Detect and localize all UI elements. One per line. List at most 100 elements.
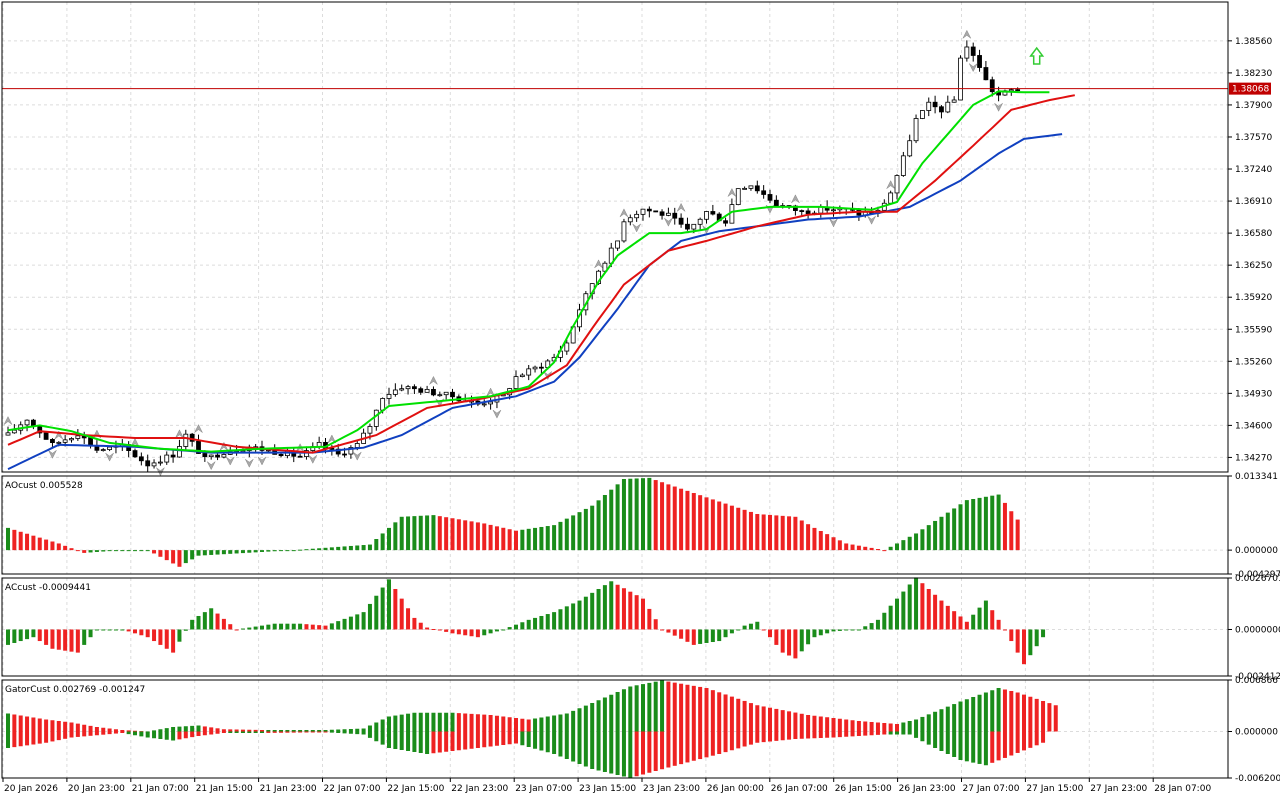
gator-lower-bar bbox=[152, 731, 157, 739]
candle-body-bear bbox=[672, 212, 678, 219]
candle bbox=[888, 190, 894, 204]
gator-upper-bar bbox=[526, 719, 531, 732]
histogram-bar bbox=[107, 629, 112, 631]
histogram-bar bbox=[882, 612, 887, 630]
candle bbox=[621, 218, 627, 243]
gator-upper-bar bbox=[431, 712, 436, 732]
candle-body-bear bbox=[977, 55, 982, 68]
histogram-bar bbox=[837, 540, 842, 551]
candle-body-bear bbox=[761, 190, 767, 195]
gator-upper-bar bbox=[869, 721, 874, 732]
histogram-bar bbox=[56, 543, 61, 551]
main-panel[interactable] bbox=[2, 29, 1228, 477]
gator-upper-bar bbox=[1041, 700, 1046, 732]
candle-body-bear bbox=[678, 217, 684, 225]
candle-body-bear bbox=[1015, 89, 1021, 92]
histogram-bar bbox=[463, 629, 468, 636]
current-price-badge bbox=[1229, 82, 1271, 95]
histogram-bar bbox=[183, 550, 188, 564]
gator-upper-bar bbox=[279, 729, 284, 732]
candle-body-bull bbox=[907, 140, 913, 157]
gator-upper-bar bbox=[171, 726, 176, 732]
gator-lower-bar bbox=[348, 731, 353, 734]
gator-upper-bar bbox=[875, 722, 880, 732]
candle-body-bear bbox=[450, 391, 455, 398]
gator-lower-bar bbox=[1022, 731, 1026, 751]
gator-lower-bar bbox=[920, 731, 925, 742]
gator-upper-bar bbox=[310, 729, 315, 732]
candle-body-bear bbox=[43, 432, 49, 440]
gator-lower-bar bbox=[971, 731, 976, 763]
histogram-bar bbox=[253, 626, 258, 630]
gator-lower-bar bbox=[520, 731, 525, 746]
candle bbox=[659, 209, 665, 220]
candle-body-bear bbox=[418, 388, 424, 393]
gator-lower-bar bbox=[469, 731, 474, 749]
histogram-bar bbox=[533, 527, 538, 551]
histogram-bar bbox=[348, 545, 353, 551]
histogram-bar bbox=[602, 495, 607, 551]
histogram-bar bbox=[628, 591, 633, 630]
histogram-bar bbox=[399, 598, 404, 630]
histogram-bar bbox=[1041, 629, 1046, 638]
candle bbox=[526, 364, 532, 381]
candle-body-bull bbox=[380, 398, 386, 411]
y-tick-label: 0.013341 bbox=[1235, 472, 1278, 482]
candle bbox=[481, 399, 487, 408]
candle bbox=[170, 450, 176, 463]
gator-lower-bar bbox=[75, 731, 80, 737]
fractal-down-icon bbox=[206, 461, 216, 471]
candle bbox=[539, 362, 544, 374]
gator-upper-bar bbox=[736, 698, 741, 732]
candle-body-bull bbox=[564, 342, 570, 352]
histogram-bar bbox=[456, 519, 461, 551]
histogram-bar bbox=[863, 626, 868, 630]
candle-body-bull bbox=[348, 447, 354, 455]
gator-lower-bar bbox=[298, 731, 303, 733]
candle bbox=[697, 217, 703, 231]
candle-body-bear bbox=[30, 419, 36, 427]
candle bbox=[735, 188, 741, 206]
histogram-bar bbox=[818, 531, 823, 551]
histogram-bar bbox=[202, 612, 207, 630]
gator-upper-bar bbox=[806, 714, 811, 732]
histogram-bar bbox=[856, 545, 861, 551]
fractal-down-icon bbox=[353, 451, 362, 461]
histogram-bar bbox=[729, 505, 734, 551]
ac-panel[interactable] bbox=[6, 577, 1046, 665]
candle-body-bear bbox=[539, 366, 544, 369]
gator-upper-bar bbox=[1002, 689, 1007, 732]
gator-upper-bar bbox=[647, 682, 652, 732]
histogram-bar bbox=[939, 600, 944, 630]
gator-upper-bar bbox=[787, 711, 792, 732]
histogram-bar bbox=[456, 629, 461, 635]
histogram-bar bbox=[133, 629, 137, 634]
gator-lower-bar bbox=[901, 731, 906, 735]
candle bbox=[157, 455, 163, 466]
gator-lower-bar bbox=[88, 731, 93, 736]
gator-lower-bar bbox=[412, 731, 417, 752]
histogram-bar bbox=[933, 520, 938, 551]
candle bbox=[989, 76, 995, 97]
candle bbox=[926, 97, 932, 117]
candle-body-bear bbox=[50, 439, 55, 444]
histogram-bar bbox=[679, 488, 684, 551]
histogram-bar bbox=[806, 629, 811, 645]
ao-panel[interactable] bbox=[6, 477, 1020, 567]
fractal-up-icon bbox=[3, 416, 13, 425]
histogram-bar bbox=[50, 541, 55, 551]
candle-body-bull bbox=[208, 454, 214, 458]
gator-upper-bar bbox=[748, 703, 753, 732]
gator-upper-bar bbox=[94, 726, 99, 732]
y-tick-label: 1.37900 bbox=[1235, 101, 1272, 111]
histogram-bar bbox=[983, 496, 988, 551]
candle-body-bull bbox=[748, 185, 754, 189]
histogram-bar bbox=[342, 618, 347, 630]
histogram-bar bbox=[964, 621, 969, 630]
histogram-bar bbox=[177, 550, 182, 567]
gator-lower-bar bbox=[475, 731, 480, 748]
gator-lower-bar bbox=[431, 731, 436, 754]
candle bbox=[418, 386, 424, 395]
gator-panel[interactable] bbox=[6, 680, 1058, 778]
